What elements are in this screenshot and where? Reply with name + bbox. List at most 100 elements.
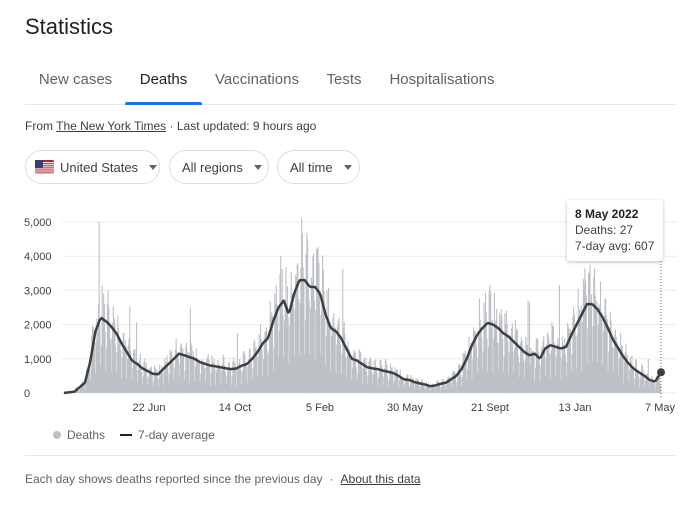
deaths-bar [343,321,345,393]
deaths-bar [262,359,265,393]
deaths-bar [457,370,459,393]
deaths-bar [469,348,471,393]
deaths-bar [129,350,132,393]
deaths-bar [124,339,126,393]
deaths-bar [200,361,203,393]
deaths-bar [95,341,97,393]
deaths-bar [400,376,402,393]
deaths-bar [386,364,388,393]
deaths-bar [509,334,511,393]
deaths-bar [333,312,335,393]
region-dropdown[interactable]: All regions [169,150,269,184]
tab-vaccinations[interactable]: Vaccinations [215,71,299,88]
deaths-bar [550,350,552,393]
deaths-bar [270,315,272,393]
source-link[interactable]: The New York Times [56,119,167,133]
deaths-bar [504,313,506,393]
y-tick-label: 2,000 [24,320,52,332]
tab-tests[interactable]: Tests [326,71,362,88]
deaths-bar [631,355,633,393]
about-data-link[interactable]: About this data [340,472,421,486]
deaths-bar [477,357,479,393]
deaths-bar [233,357,235,393]
deaths-bar [591,361,593,393]
deaths-bar [115,372,117,393]
tab-deaths[interactable]: Deaths [125,60,202,105]
deaths-bar [531,351,533,393]
deaths-bar [500,309,502,393]
source-prefix: From [25,119,53,133]
deaths-bar [164,357,166,393]
deaths-bar [284,300,286,393]
deaths-bar [87,366,89,393]
deaths-bar [439,384,441,393]
deaths-bar [599,307,601,393]
deaths-bar [344,333,346,393]
deaths-bar [182,347,184,393]
deaths-bar [235,368,237,393]
deaths-bar [91,326,93,393]
deaths-bar [540,365,542,393]
tab-hospitalisations[interactable]: Hospitalisations [389,71,495,88]
deaths-bar [438,382,440,393]
deaths-bar [375,368,377,393]
deaths-bar [621,345,623,393]
deaths-bar [285,267,287,393]
y-tick-label: 3,000 [24,285,52,297]
deaths-bar [602,365,604,393]
deaths-bar [591,294,593,393]
deaths-bar [427,384,429,393]
deaths-bar [156,377,158,393]
deaths-bar [177,358,179,393]
deaths-bar [128,338,130,393]
deaths-bar [555,376,557,393]
deaths-bar [82,381,84,393]
deaths-bar [293,357,295,393]
deaths-bar [224,372,226,393]
deaths-bar [305,253,307,393]
deaths-bar [322,269,324,393]
highlight-point[interactable] [657,368,665,377]
deaths-bar [587,328,589,393]
deaths-bar [194,381,196,393]
deaths-bar [472,358,474,393]
deaths-bar [199,382,201,393]
deaths-bar [592,325,594,393]
deaths-bar [569,332,571,393]
deaths-bar [584,267,586,393]
deaths-bar [652,379,654,393]
deaths-bar [481,337,483,393]
deaths-bar [463,353,466,393]
deaths-bar [121,357,123,393]
deaths-bar [188,352,190,393]
legend-line-swatch [120,434,133,436]
time-range-dropdown[interactable]: All time [277,150,360,184]
deaths-bar [651,375,653,393]
deaths-bar [126,378,128,393]
deaths-bar [414,384,416,393]
deaths-bar [234,362,236,393]
deaths-bar [271,316,274,393]
deaths-bar [508,352,510,393]
deaths-chart[interactable]: 0 1,000 2,000 3,000 4,000 5,000 22 Jun 14 Oct 5… [0,195,697,420]
deaths-bar [115,346,117,393]
x-axis-labels: 22 Jun 14 Oct 5 Feb 30 May 21 Sept 13 Jan 7 Ma… [132,402,675,414]
deaths-bar [159,364,161,393]
country-dropdown[interactable]: United States [25,150,160,184]
deaths-bar [336,326,339,393]
deaths-bar [389,370,391,393]
deaths-bar [103,303,105,393]
deaths-bar [142,376,144,393]
tab-new-cases[interactable]: New cases [38,71,113,88]
deaths-bar [289,326,291,393]
deaths-bar [301,218,303,393]
deaths-bar [413,388,416,393]
deaths-bar [650,382,652,393]
deaths-bar [401,376,403,393]
deaths-bar [603,316,605,393]
deaths-bar [377,386,379,393]
deaths-bar [564,338,566,393]
deaths-bar [280,299,283,393]
deaths-bar [473,331,475,393]
last-updated: · Last updated: 9 hours ago [169,119,317,133]
